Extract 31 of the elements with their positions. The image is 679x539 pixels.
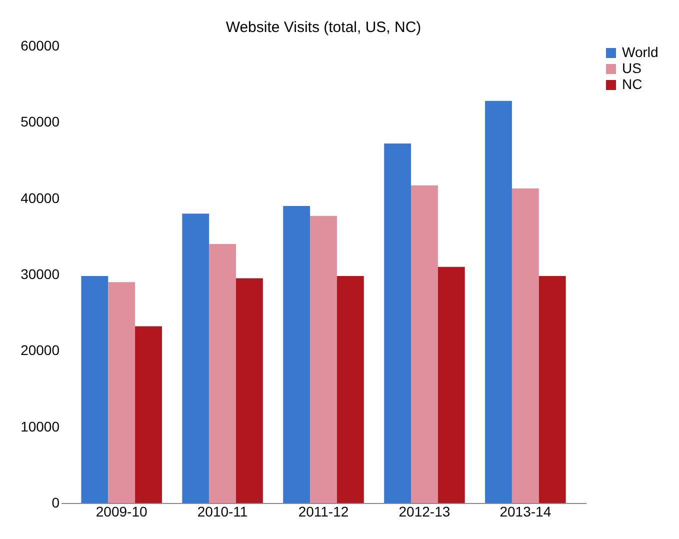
bar (438, 266, 465, 503)
bar (182, 214, 210, 503)
bar (336, 276, 364, 503)
legend-label: World (622, 44, 658, 60)
y-tick-label: 0 (52, 494, 60, 510)
bar (384, 143, 411, 503)
bar (538, 276, 566, 503)
x-tick-label: 2009-10 (96, 504, 148, 520)
legend-label: NC (622, 76, 642, 92)
bar (209, 244, 236, 503)
x-tick-label: 2011-12 (298, 504, 349, 520)
bar (485, 100, 512, 503)
bar (108, 282, 136, 503)
y-tick-label: 10000 (20, 418, 60, 434)
y-tick-label: 50000 (20, 114, 60, 130)
bar (135, 326, 162, 503)
bar (411, 185, 438, 503)
x-tick-label: 2010-11 (197, 504, 248, 520)
y-tick-label: 40000 (20, 190, 60, 206)
bar (310, 216, 337, 503)
bar (283, 206, 310, 503)
bar (236, 278, 263, 503)
y-tick-label: 60000 (20, 38, 60, 54)
y-tick-label: 20000 (20, 342, 60, 358)
chart-title: Website Visits (total, US, NC) (226, 19, 422, 36)
x-tick-label: 2013-14 (500, 504, 552, 520)
x-tick-label: 2012-13 (398, 504, 450, 520)
legend-label: US (622, 60, 642, 76)
bar (512, 188, 539, 503)
bar (81, 276, 108, 503)
y-tick-label: 30000 (20, 266, 60, 282)
